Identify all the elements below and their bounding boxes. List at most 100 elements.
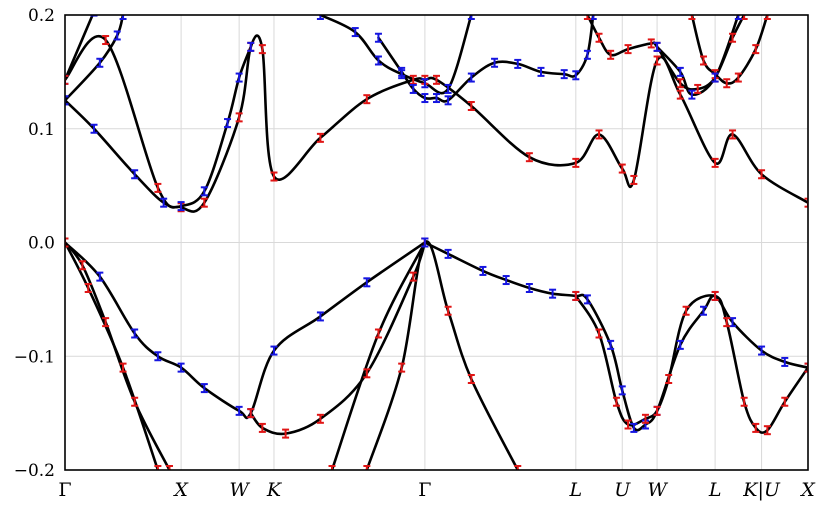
band-point-marker — [711, 290, 719, 301]
band-line — [249, 241, 427, 436]
band-point-marker — [119, 15, 127, 20]
band-point-marker — [514, 465, 522, 470]
band-point-marker — [374, 32, 382, 43]
band-point-marker — [676, 89, 684, 100]
band-point-marker — [653, 405, 661, 416]
band-point-marker — [607, 339, 615, 350]
x-tick-label: W — [229, 479, 250, 501]
x-tick-labels: Γ X W K Γ L U W L K|U X — [58, 479, 816, 501]
y-tick-label: 0.2 — [28, 6, 55, 26]
band-point-marker — [676, 78, 684, 89]
band-point-marker — [65, 95, 69, 106]
band-point-marker — [102, 35, 110, 46]
band-point-marker — [409, 83, 417, 94]
band-point-marker — [328, 465, 336, 470]
x-tick-label: Γ — [418, 479, 431, 501]
band-point-marker — [612, 396, 620, 407]
band-point-marker — [113, 30, 121, 41]
band-point-marker — [583, 294, 591, 305]
series-markers — [65, 15, 808, 470]
band-point-marker — [624, 419, 632, 430]
band-point-marker — [316, 132, 324, 143]
band-point-marker — [607, 49, 615, 60]
band-point-marker — [65, 74, 69, 85]
band-point-marker — [688, 15, 696, 20]
x-tick-label: Γ — [58, 479, 71, 501]
band-point-marker — [363, 94, 371, 105]
band-point-marker — [491, 57, 499, 68]
band-point-marker — [444, 95, 452, 106]
band-point-marker — [421, 93, 429, 104]
band-line — [65, 241, 427, 420]
band-point-marker — [572, 290, 580, 301]
band-point-marker — [781, 356, 789, 367]
band-point-marker — [700, 55, 708, 66]
band-point-marker — [247, 408, 255, 419]
band-point-marker — [131, 328, 139, 339]
band-point-marker — [363, 368, 371, 379]
band-point-marker — [374, 55, 382, 66]
band-point-marker — [467, 15, 475, 20]
band-point-marker — [653, 55, 661, 66]
band-point-marker — [398, 362, 406, 373]
band-point-marker — [711, 157, 719, 168]
band-point-marker — [525, 152, 533, 163]
band-point-marker — [653, 41, 661, 52]
band-point-marker — [363, 277, 371, 288]
band-point-marker — [723, 317, 731, 328]
band-point-marker — [131, 396, 139, 407]
band-point-marker — [177, 362, 185, 373]
band-point-marker — [595, 129, 603, 140]
band-point-marker — [154, 351, 162, 362]
band-point-marker — [374, 328, 382, 339]
band-point-marker — [131, 169, 139, 180]
x-tick-label: X — [172, 479, 189, 501]
band-point-marker — [676, 66, 684, 77]
x-tick-label: K — [266, 479, 283, 501]
band-line — [65, 15, 125, 102]
band-line — [377, 15, 595, 103]
band-line — [365, 240, 520, 470]
band-point-marker — [572, 157, 580, 168]
band-point-marker — [740, 396, 748, 407]
band-point-marker — [96, 57, 104, 68]
band-point-marker — [154, 182, 162, 193]
band-point-marker — [514, 58, 522, 69]
band-point-marker — [804, 362, 808, 373]
band-point-marker — [729, 129, 737, 140]
band-point-marker — [102, 317, 110, 328]
band-point-marker — [270, 171, 278, 182]
band-point-marker — [119, 362, 127, 373]
x-tick-label: W — [647, 479, 668, 501]
x-tick-label: K|U — [742, 479, 781, 501]
band-point-marker — [78, 260, 86, 271]
band-line — [574, 294, 808, 434]
y-tick-label: 0.1 — [28, 120, 55, 140]
band-point-marker — [560, 69, 568, 80]
band-point-marker — [729, 32, 737, 43]
band-point-marker — [752, 422, 760, 433]
band-point-marker — [90, 123, 98, 134]
band-point-marker — [734, 72, 742, 83]
band-point-marker — [502, 275, 510, 286]
band-point-marker — [84, 283, 92, 293]
band-point-marker — [618, 385, 626, 396]
band-point-marker — [595, 328, 603, 339]
band-point-marker — [160, 197, 168, 208]
band-point-marker — [549, 288, 557, 299]
band-line — [65, 34, 808, 213]
band-point-marker — [583, 49, 591, 60]
band-point-marker — [363, 465, 371, 470]
band-point-marker — [421, 78, 429, 89]
x-tick-label: L — [569, 479, 583, 501]
band-point-marker — [351, 27, 359, 38]
band-point-marker — [682, 305, 690, 316]
band-point-marker — [444, 305, 452, 316]
band-point-marker — [316, 311, 324, 322]
band-point-marker — [630, 174, 638, 185]
band-point-marker — [444, 83, 452, 94]
band-point-marker — [235, 405, 243, 416]
band-point-marker — [433, 93, 440, 104]
band-point-marker — [479, 265, 487, 276]
band-point-marker — [316, 15, 324, 20]
